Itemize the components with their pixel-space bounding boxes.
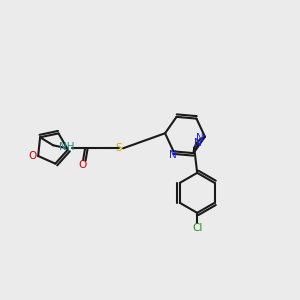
Text: S: S xyxy=(116,143,122,153)
Text: O: O xyxy=(28,151,36,161)
Text: N: N xyxy=(196,133,204,143)
Text: NH: NH xyxy=(59,142,75,152)
Text: Cl: Cl xyxy=(192,223,202,233)
Text: N: N xyxy=(194,138,201,148)
Text: N: N xyxy=(169,150,176,161)
Text: O: O xyxy=(78,160,86,170)
